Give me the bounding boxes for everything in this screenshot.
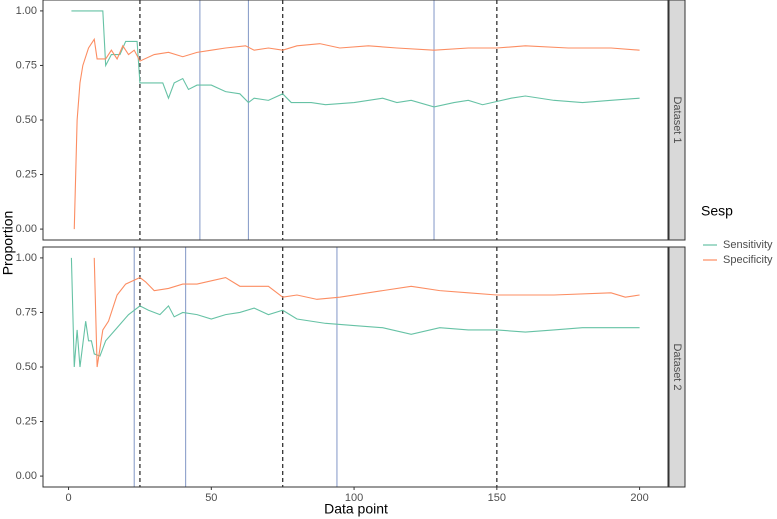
x-tick-label: 50 <box>205 492 217 504</box>
strip <box>668 246 686 488</box>
x-tick-label: 150 <box>488 492 506 504</box>
legend-label: Specificity <box>723 254 773 266</box>
y-tick-label: 0.50 <box>16 114 37 126</box>
y-tick-label: 0.75 <box>16 306 37 318</box>
series-line <box>93 257 640 368</box>
series-line <box>73 37 640 230</box>
x-tick-label: 0 <box>65 492 71 504</box>
y-tick-label: 0.25 <box>16 168 37 180</box>
x-tick-label: 100 <box>345 492 363 504</box>
panel-border <box>42 246 669 488</box>
y-tick-label: 0.75 <box>16 59 37 71</box>
strip-label: Dataset 2 <box>671 343 683 390</box>
legend-title: Sesp <box>701 203 733 219</box>
y-tick-label: 0.25 <box>16 415 37 427</box>
y-axis-title: Proportion <box>0 211 16 276</box>
strip-label: Dataset 1 <box>671 96 683 143</box>
series-line <box>71 10 640 108</box>
x-tick-label: 200 <box>630 492 648 504</box>
y-tick-label: 0.50 <box>16 361 37 373</box>
x-axis-title: Data point <box>324 501 388 517</box>
panel-background <box>43 247 668 487</box>
series-line <box>70 257 640 368</box>
y-tick-label: 0.00 <box>16 223 37 235</box>
strip <box>668 0 686 241</box>
legend-label: Sensitivity <box>723 239 773 251</box>
y-tick-label: 1.00 <box>16 5 37 17</box>
panel-background <box>43 0 668 240</box>
y-tick-label: 0.00 <box>16 470 37 482</box>
y-tick-label: 1.00 <box>16 252 37 264</box>
panel-border <box>42 0 669 241</box>
